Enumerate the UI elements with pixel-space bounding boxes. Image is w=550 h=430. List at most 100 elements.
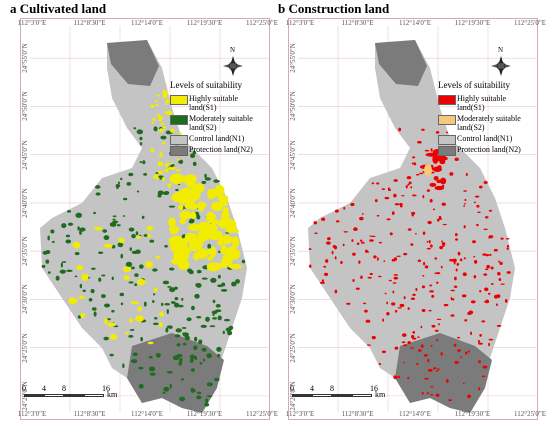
land-patch	[231, 281, 237, 287]
land-patch	[439, 159, 446, 165]
land-patch	[166, 370, 173, 374]
land-patch	[156, 94, 161, 97]
land-patch	[77, 226, 80, 231]
land-patch	[470, 331, 473, 336]
land-patch	[143, 234, 148, 237]
longitude-label: 112°14'0"E	[131, 410, 163, 418]
land-patch	[424, 164, 432, 176]
land-patch	[125, 261, 133, 267]
land-patch	[181, 327, 187, 329]
land-patch	[159, 151, 163, 156]
land-patch	[235, 279, 240, 284]
land-patch	[490, 283, 494, 285]
land-patch	[353, 227, 358, 232]
legend-title: Levels of suitability	[170, 80, 242, 90]
legend-swatch	[438, 95, 456, 105]
land-patch	[417, 349, 422, 352]
land-patch	[128, 335, 134, 338]
legend-label: Protection land(N2)	[457, 145, 521, 154]
land-patch	[141, 215, 145, 219]
land-patch	[367, 251, 370, 253]
land-patch	[122, 363, 125, 369]
land-patch	[464, 319, 468, 322]
longitude-label: 112°19'30"E	[454, 19, 491, 27]
land-patch	[187, 223, 202, 232]
land-patch	[184, 232, 197, 241]
land-patch	[123, 266, 132, 273]
land-patch	[42, 250, 48, 255]
land-patch	[436, 179, 442, 184]
land-patch	[129, 247, 132, 251]
land-patch	[426, 392, 430, 394]
land-patch	[189, 358, 194, 363]
land-patch	[411, 211, 416, 215]
land-patch	[158, 115, 164, 119]
land-patch	[104, 303, 111, 308]
land-patch	[371, 335, 376, 340]
land-patch	[109, 222, 113, 227]
land-patch	[147, 233, 151, 238]
land-patch	[212, 313, 215, 317]
land-patch	[436, 281, 439, 284]
land-patch	[450, 289, 455, 292]
land-patch	[213, 179, 219, 183]
land-patch	[382, 318, 385, 322]
land-patch	[158, 170, 163, 175]
land-patch	[158, 118, 163, 122]
longitude-label: 112°3'0"E	[17, 410, 47, 418]
latitude-label: 24°25'0"N	[21, 332, 29, 363]
land-patch	[193, 336, 198, 342]
longitude-label: 112°3'0"E	[285, 19, 315, 27]
land-patch	[160, 122, 165, 126]
land-patch	[187, 268, 193, 273]
land-patch	[162, 93, 168, 99]
land-patch	[365, 319, 371, 323]
land-patch	[411, 194, 417, 197]
land-patch	[228, 246, 236, 253]
scale-bar	[64, 394, 84, 397]
scale-label: 0	[22, 384, 26, 393]
map-frame	[20, 18, 270, 420]
land-patch	[483, 228, 488, 231]
land-patch	[451, 298, 455, 301]
land-patch	[434, 185, 445, 191]
land-patch	[467, 311, 472, 316]
land-patch	[163, 386, 170, 392]
land-patch	[67, 222, 74, 226]
land-patch	[155, 352, 161, 358]
legend-label: Protection land(N2)	[189, 145, 253, 154]
longitude-label: 112°19'30"E	[186, 19, 223, 27]
land-patch	[206, 395, 213, 398]
land-patch	[374, 199, 378, 203]
land-patch	[136, 129, 144, 135]
land-patch	[391, 258, 396, 262]
land-patch	[441, 242, 446, 246]
land-patch	[208, 233, 220, 240]
land-patch	[190, 153, 196, 159]
legend-label: Moderately suitable land(S2)	[189, 114, 253, 132]
legend-swatch	[438, 135, 456, 145]
land-patch	[429, 198, 433, 203]
land-patch	[392, 282, 397, 284]
land-patch	[486, 264, 490, 269]
land-patch	[371, 182, 375, 185]
land-patch	[441, 202, 446, 206]
land-patch	[158, 161, 164, 167]
land-patch	[81, 273, 89, 281]
land-patch	[493, 248, 498, 252]
land-patch	[432, 166, 443, 172]
land-patch	[476, 223, 479, 227]
land-patch	[473, 275, 477, 279]
north-label: N	[498, 46, 504, 54]
land-patch	[241, 259, 246, 264]
land-patch	[346, 302, 351, 305]
land-patch	[472, 240, 477, 244]
land-patch	[164, 110, 168, 115]
land-patch	[402, 341, 406, 344]
land-patch	[143, 172, 148, 176]
latitude-label: 24°45'0"N	[289, 139, 297, 170]
land-patch	[159, 128, 164, 133]
land-patch	[214, 309, 222, 313]
map	[298, 26, 538, 413]
land-patch	[401, 195, 405, 197]
